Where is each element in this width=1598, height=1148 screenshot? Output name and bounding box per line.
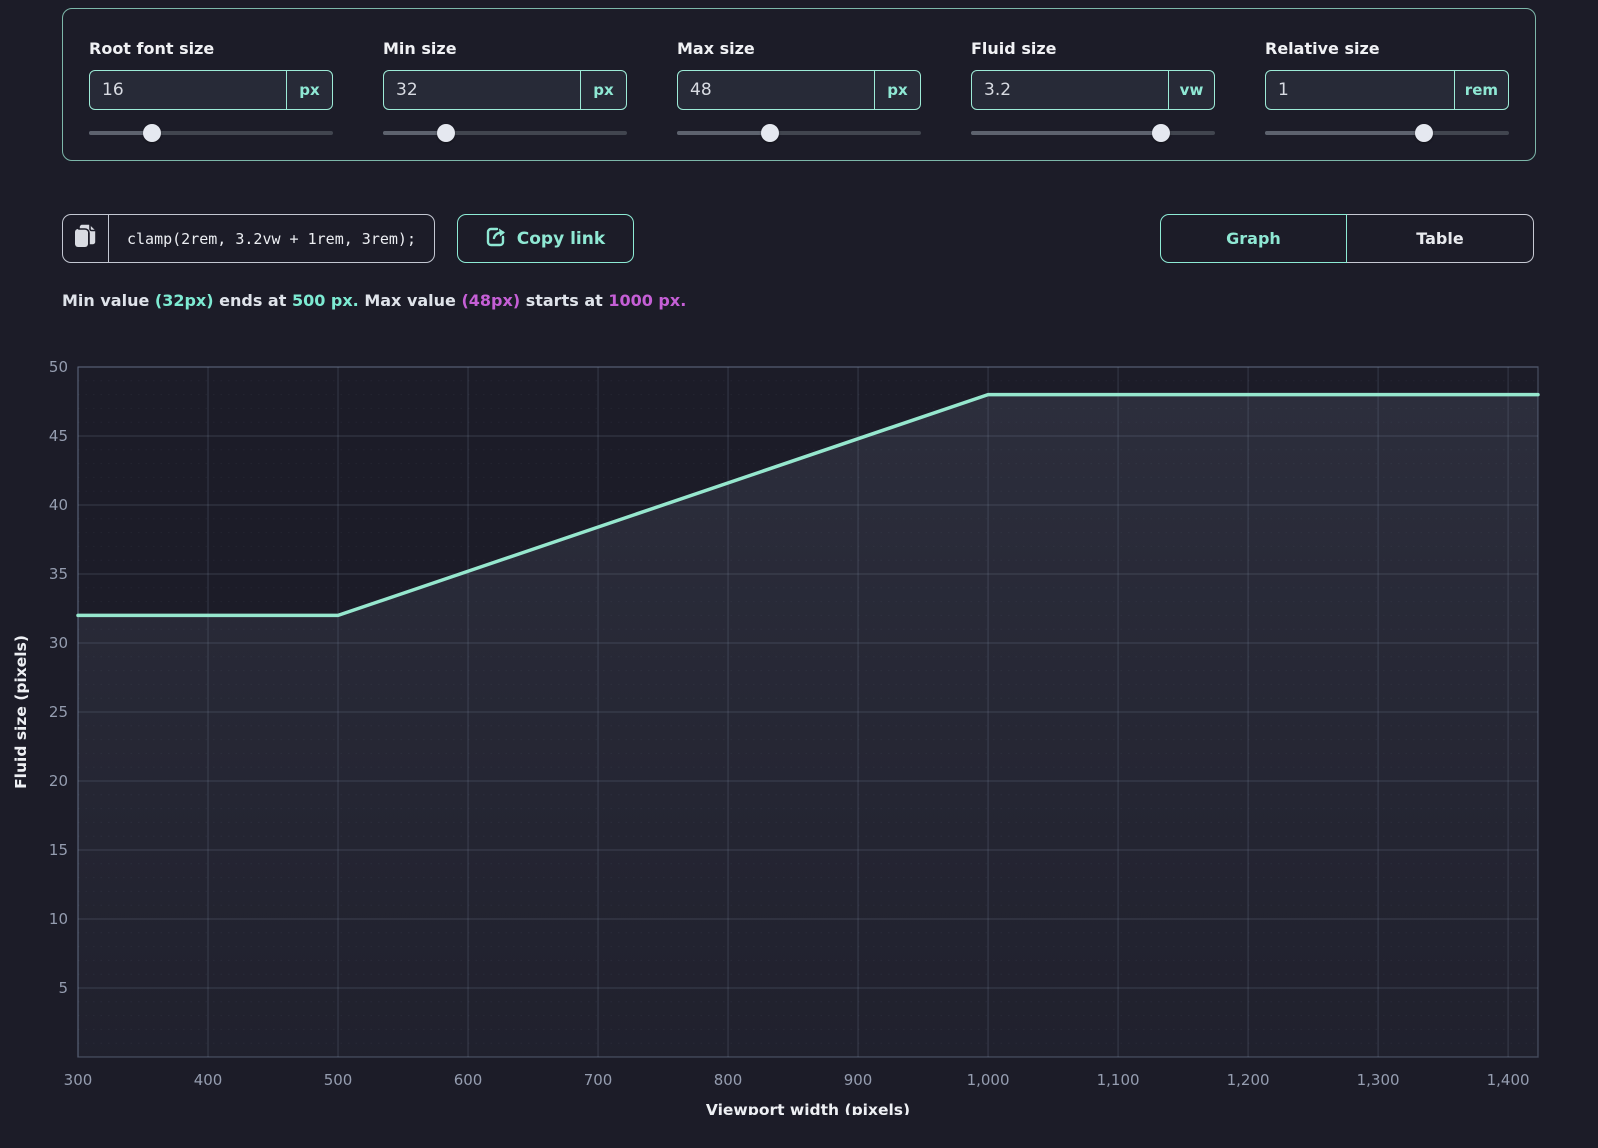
slider-track[interactable] bbox=[677, 131, 921, 135]
root-font-size-input-group: px bbox=[89, 70, 333, 110]
slider-fill bbox=[971, 131, 1162, 135]
unit-label: px bbox=[874, 71, 920, 109]
unit-label: rem bbox=[1453, 71, 1508, 109]
copy-link-button[interactable]: Copy link bbox=[456, 214, 634, 263]
row-spacer bbox=[634, 214, 1160, 263]
x-tick-label: 1,100 bbox=[1097, 1071, 1140, 1089]
y-tick-label: 15 bbox=[49, 841, 68, 859]
x-tick-label: 400 bbox=[194, 1071, 223, 1089]
y-tick-label: 30 bbox=[49, 634, 68, 652]
copy-link-label: Copy link bbox=[516, 228, 606, 249]
actions-row: clamp(2rem, 3.2vw + 1rem, 3rem); Copy li… bbox=[62, 214, 1534, 263]
relative-size-input[interactable] bbox=[1266, 71, 1454, 109]
x-tick-label: 900 bbox=[844, 1071, 873, 1089]
x-tick-label: 600 bbox=[454, 1071, 483, 1089]
y-tick-label: 40 bbox=[49, 496, 68, 514]
control-root-font-size: Root font size px bbox=[89, 39, 333, 160]
root-font-size-slider[interactable] bbox=[89, 124, 333, 142]
slider-fill bbox=[89, 131, 153, 135]
status-segment: 500 px. bbox=[291, 291, 359, 310]
max-size-input-group: px bbox=[677, 70, 921, 110]
control-min-size: Min size px bbox=[383, 39, 627, 160]
x-tick-label: 1,000 bbox=[967, 1071, 1010, 1089]
chart-svg: 5 10 15 20 25 30 35 40 45 50 300 400 500 600 700 800 900… bbox=[12, 358, 1540, 1119]
fluid-size-input[interactable] bbox=[972, 71, 1168, 109]
y-tick-label: 50 bbox=[49, 358, 68, 376]
x-tick-label: 500 bbox=[324, 1071, 353, 1089]
view-toggle: Graph Table bbox=[1160, 214, 1534, 263]
x-tick-label: 1,200 bbox=[1227, 1071, 1270, 1089]
control-label: Max size bbox=[677, 39, 755, 58]
css-clamp-snippet: clamp(2rem, 3.2vw + 1rem, 3rem); bbox=[127, 229, 416, 248]
slider-track[interactable] bbox=[89, 131, 333, 135]
copy-snippet-button[interactable] bbox=[63, 215, 109, 262]
slider-thumb[interactable] bbox=[143, 124, 162, 142]
root-font-size-input[interactable] bbox=[90, 71, 286, 109]
settings-panel: Root font size px Min size px Max size p… bbox=[62, 8, 1536, 161]
fluid-size-input-group: vw bbox=[971, 70, 1215, 110]
max-size-slider[interactable] bbox=[677, 124, 921, 142]
status-segment: Max value bbox=[358, 291, 462, 310]
min-size-input[interactable] bbox=[384, 71, 580, 109]
control-fluid-size: Fluid size vw bbox=[971, 39, 1215, 160]
y-tick-label: 35 bbox=[49, 565, 68, 583]
control-label: Relative size bbox=[1265, 39, 1380, 58]
x-tick-label: 1,300 bbox=[1357, 1071, 1400, 1089]
slider-thumb[interactable] bbox=[1414, 124, 1433, 142]
copy-icon bbox=[74, 223, 98, 254]
y-tick-label: 5 bbox=[58, 979, 68, 997]
fluid-size-chart: 5 10 15 20 25 30 35 40 45 50 300 400 500 600 700 800 900… bbox=[8, 345, 1553, 1119]
y-tick-label: 45 bbox=[49, 427, 68, 445]
unit-label: px bbox=[286, 71, 332, 109]
slider-track[interactable] bbox=[383, 131, 627, 135]
min-size-input-group: px bbox=[383, 70, 627, 110]
y-axis-title: Fluid size (pixels) bbox=[12, 635, 30, 789]
tab-graph[interactable]: Graph bbox=[1160, 214, 1347, 263]
y-tick-label: 25 bbox=[49, 703, 68, 721]
slider-fill bbox=[677, 131, 770, 135]
control-max-size: Max size px bbox=[677, 39, 921, 160]
x-tick-label: 300 bbox=[64, 1071, 93, 1089]
slider-fill bbox=[1265, 131, 1424, 135]
slider-thumb[interactable] bbox=[437, 124, 456, 142]
y-tick-label: 20 bbox=[49, 772, 68, 790]
x-tick-label: 700 bbox=[584, 1071, 613, 1089]
unit-label: px bbox=[580, 71, 626, 109]
slider-thumb[interactable] bbox=[1152, 124, 1171, 142]
status-segment: ends at bbox=[213, 291, 292, 310]
share-link-icon bbox=[486, 226, 507, 252]
relative-size-slider[interactable] bbox=[1265, 124, 1509, 142]
slider-thumb[interactable] bbox=[760, 124, 779, 142]
x-tick-label: 800 bbox=[714, 1071, 743, 1089]
control-label: Fluid size bbox=[971, 39, 1057, 58]
fluid-size-slider[interactable] bbox=[971, 124, 1215, 142]
status-segment: starts at bbox=[520, 291, 609, 310]
x-axis-title: Viewport width (pixels) bbox=[706, 1101, 910, 1115]
slider-fill bbox=[383, 131, 447, 135]
status-segment: Min value bbox=[62, 291, 155, 310]
css-snippet-box: clamp(2rem, 3.2vw + 1rem, 3rem); bbox=[62, 214, 435, 263]
control-label: Min size bbox=[383, 39, 457, 58]
relative-size-input-group: rem bbox=[1265, 70, 1509, 110]
tab-table[interactable]: Table bbox=[1347, 214, 1534, 263]
status-segment: (32px) bbox=[154, 291, 214, 310]
status-segment: 1000 px. bbox=[608, 291, 687, 310]
status-line: Min value (32px) ends at 500 px. Max val… bbox=[62, 291, 686, 310]
control-label: Root font size bbox=[89, 39, 215, 58]
status-segment: (48px) bbox=[461, 291, 521, 310]
control-relative-size: Relative size rem bbox=[1265, 39, 1509, 160]
max-size-input[interactable] bbox=[678, 71, 874, 109]
unit-label: vw bbox=[1168, 71, 1214, 109]
x-tick-label: 1,400 bbox=[1487, 1071, 1530, 1089]
y-tick-label: 10 bbox=[49, 910, 68, 928]
min-size-slider[interactable] bbox=[383, 124, 627, 142]
